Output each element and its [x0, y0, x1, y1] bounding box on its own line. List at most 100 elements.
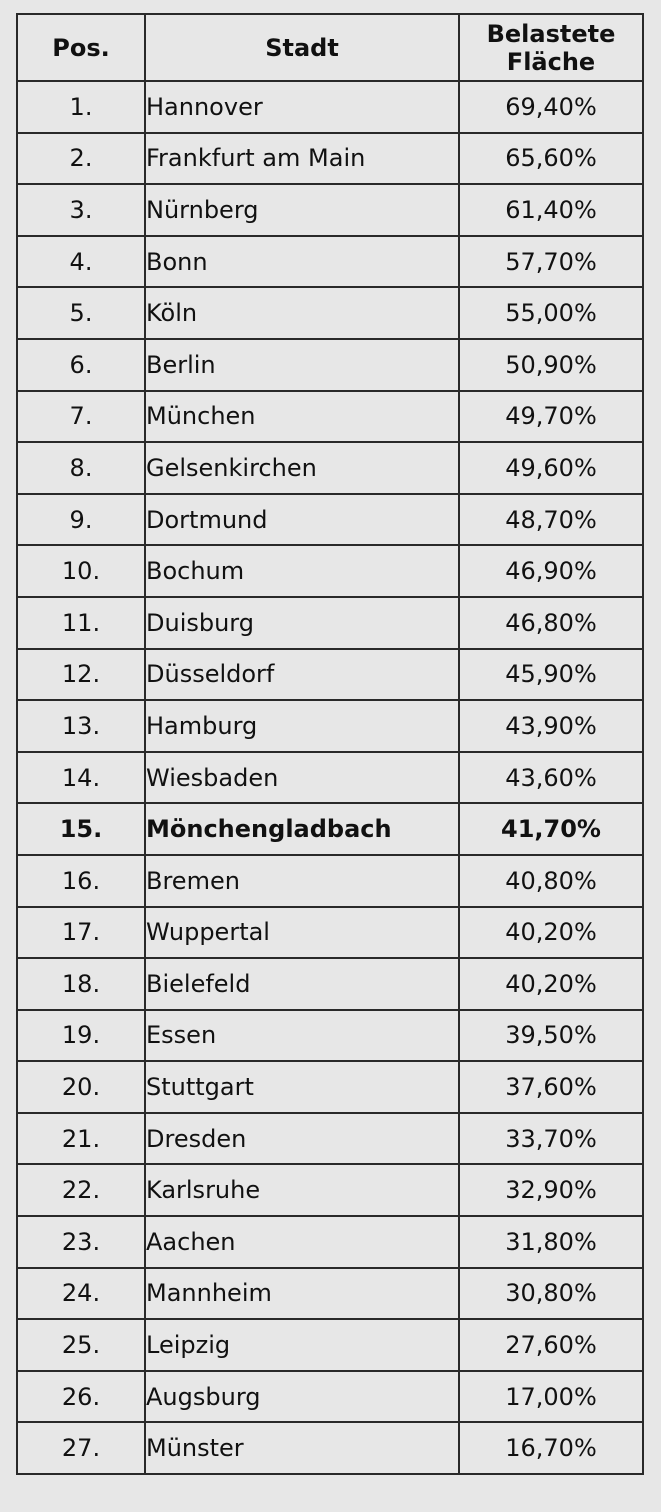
header-affected-area-line2: Fläche [506, 47, 596, 76]
affected-area-cell: 40,80% [458, 853, 644, 908]
affected-area-cell: 16,70% [458, 1421, 644, 1476]
position-cell: 10. [16, 544, 146, 598]
table-row: 25. Leipzig 27,60% [16, 1318, 644, 1372]
header-position: Pos. [16, 13, 146, 82]
affected-area-cell: 61,40% [458, 183, 644, 237]
affected-area-cell: 33,70% [458, 1111, 644, 1166]
position-cell: 19. [16, 1008, 146, 1063]
affected-area-cell: 32,90% [458, 1163, 644, 1218]
position-cell: 13. [16, 699, 146, 753]
city-cell: Bochum [144, 544, 460, 598]
position-cell: 22. [16, 1163, 146, 1218]
city-cell: Münster [144, 1421, 460, 1476]
affected-area-cell: 27,60% [458, 1318, 644, 1372]
city-cell: Köln [144, 286, 460, 340]
position-cell: 5. [16, 286, 146, 340]
position-cell: 15. [16, 802, 146, 856]
table-row: 26. Augsburg 17,00% [16, 1369, 644, 1424]
city-cell: Aachen [144, 1215, 460, 1269]
position-cell: 8. [16, 441, 146, 495]
city-cell: Essen [144, 1008, 460, 1063]
table-row: 16. Bremen 40,80% [16, 853, 644, 908]
table-row: 14. Wiesbaden 43,60% [16, 750, 644, 805]
table-row: 13. Hamburg 43,90% [16, 699, 644, 753]
position-cell: 20. [16, 1060, 146, 1114]
affected-area-cell: 31,80% [458, 1215, 644, 1269]
city-cell: Karlsruhe [144, 1163, 460, 1218]
position-cell: 12. [16, 647, 146, 702]
position-cell: 14. [16, 750, 146, 805]
affected-area-cell: 39,50% [458, 1008, 644, 1063]
affected-area-cell: 50,90% [458, 337, 644, 392]
affected-area-cell: 46,90% [458, 544, 644, 598]
table-row: 19. Essen 39,50% [16, 1008, 644, 1063]
table-header: Pos. Stadt Belastete Fläche [16, 13, 644, 82]
city-cell: Gelsenkirchen [144, 441, 460, 495]
affected-area-cell: 48,70% [458, 492, 644, 547]
table-row: 5. Köln 55,00% [16, 286, 644, 340]
position-cell: 18. [16, 957, 146, 1011]
table-row: 24. Mannheim 30,80% [16, 1266, 644, 1321]
city-cell: Wiesbaden [144, 750, 460, 805]
table-row: 23. Aachen 31,80% [16, 1215, 644, 1269]
table-row: 6. Berlin 50,90% [16, 337, 644, 392]
city-cell: Nürnberg [144, 183, 460, 237]
affected-area-cell: 45,90% [458, 647, 644, 702]
table-row: 20. Stuttgart 37,60% [16, 1060, 644, 1114]
city-cell: Dortmund [144, 492, 460, 547]
table-row: 1. Hannover 69,40% [16, 80, 644, 134]
affected-area-cell: 37,60% [458, 1060, 644, 1114]
position-cell: 23. [16, 1215, 146, 1269]
table-row: 11. Duisburg 46,80% [16, 595, 644, 650]
position-cell: 27. [16, 1421, 146, 1476]
table-row: 3. Nürnberg 61,40% [16, 183, 644, 237]
city-cell: Düsseldorf [144, 647, 460, 702]
table-row: 21. Dresden 33,70% [16, 1111, 644, 1166]
affected-area-cell: 49,70% [458, 389, 644, 444]
city-cell: Stuttgart [144, 1060, 460, 1114]
city-cell: Mannheim [144, 1266, 460, 1321]
city-cell: Bonn [144, 234, 460, 289]
table-row: 7. München 49,70% [16, 389, 644, 444]
table-row: 27. Münster 16,70% [16, 1421, 644, 1476]
affected-area-cell: 65,60% [458, 131, 644, 186]
position-cell: 9. [16, 492, 146, 547]
affected-area-cell: 30,80% [458, 1266, 644, 1321]
table-row: 15. Mönchengladbach 41,70% [16, 802, 644, 856]
affected-area-cell: 46,80% [458, 595, 644, 650]
affected-area-cell: 40,20% [458, 905, 644, 960]
city-cell: Mönchengladbach [144, 802, 460, 856]
city-cell: Dresden [144, 1111, 460, 1166]
city-cell: Leipzig [144, 1318, 460, 1372]
position-cell: 4. [16, 234, 146, 289]
position-cell: 21. [16, 1111, 146, 1166]
affected-area-cell: 17,00% [458, 1369, 644, 1424]
position-cell: 17. [16, 905, 146, 960]
table-row: 17. Wuppertal 40,20% [16, 905, 644, 960]
position-cell: 26. [16, 1369, 146, 1424]
city-cell: Augsburg [144, 1369, 460, 1424]
affected-area-cell: 57,70% [458, 234, 644, 289]
affected-area-cell: 49,60% [458, 441, 644, 495]
position-cell: 16. [16, 853, 146, 908]
affected-area-cell: 55,00% [458, 286, 644, 340]
header-affected-area-line1: Belastete [486, 19, 616, 48]
affected-area-cell: 69,40% [458, 80, 644, 134]
city-cell: Berlin [144, 337, 460, 392]
affected-area-cell: 43,90% [458, 699, 644, 753]
position-cell: 24. [16, 1266, 146, 1321]
city-cell: Duisburg [144, 595, 460, 650]
city-cell: Bremen [144, 853, 460, 908]
table-body: 1. Hannover 69,40% 2. Frankfurt am Main 65,60… [16, 80, 644, 1476]
table-row: 8. Gelsenkirchen 49,60% [16, 441, 644, 495]
city-cell: Bielefeld [144, 957, 460, 1011]
position-cell: 2. [16, 131, 146, 186]
city-cell: Frankfurt am Main [144, 131, 460, 186]
city-ranking-table: Pos. Stadt Belastete Fläche 1. Hannover 69,… [16, 13, 644, 1476]
position-cell: 11. [16, 595, 146, 650]
affected-area-cell: 43,60% [458, 750, 644, 805]
city-cell: Hamburg [144, 699, 460, 753]
table-row: 4. Bonn 57,70% [16, 234, 644, 289]
table-row: 12. Düsseldorf 45,90% [16, 647, 644, 702]
